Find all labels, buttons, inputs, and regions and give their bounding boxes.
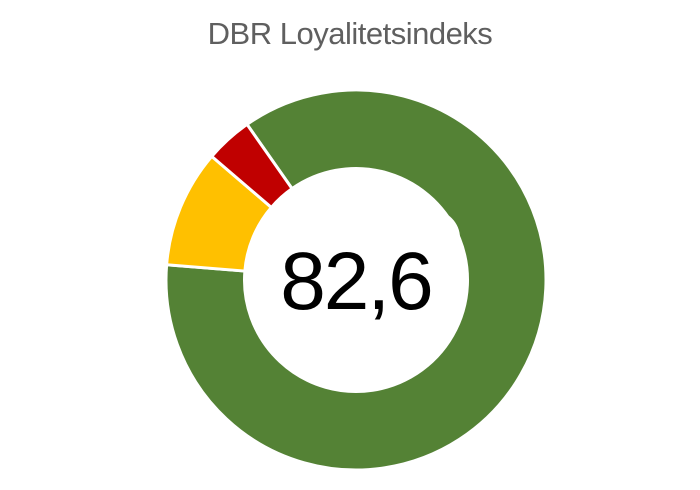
donut-chart: [164, 88, 548, 472]
center-label-background: [262, 210, 460, 340]
donut-slice-red[interactable]: [209, 122, 295, 210]
donut-slice-green[interactable]: [164, 88, 548, 472]
chart-title: DBR Loyalitetsindeks: [207, 16, 493, 51]
